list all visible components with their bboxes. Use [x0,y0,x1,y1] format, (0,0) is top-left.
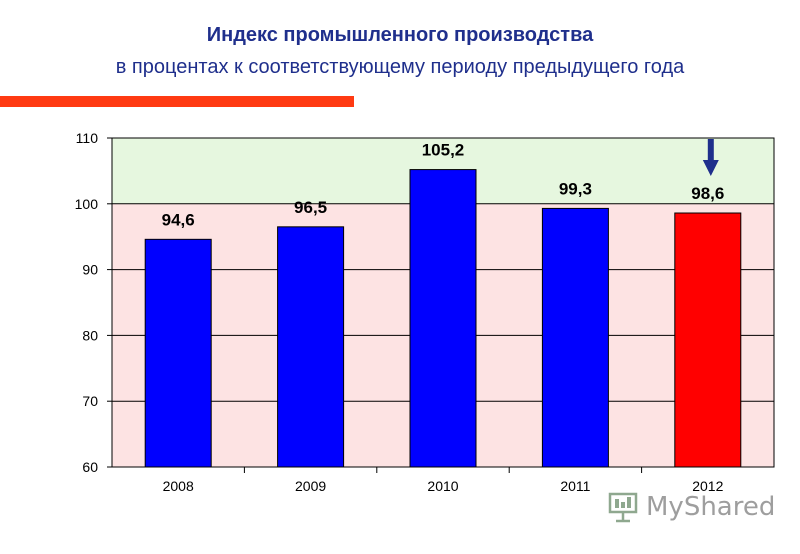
y-tick-label: 100 [75,196,99,212]
bar-2010 [409,169,477,468]
x-tick-label-2008: 2008 [163,478,194,494]
y-tick-label: 80 [82,327,98,343]
watermark: MyShared [606,490,775,524]
bar-2009 [277,226,345,468]
accent-bar [0,96,354,107]
x-tick-label-2012: 2012 [692,478,723,494]
chart-subtitle: в процентах к соответствующему периоду п… [115,56,685,78]
y-tick-label: 60 [82,459,98,475]
x-tick-label-2011: 2011 [560,478,590,494]
data-label-2011: 99,3 [559,179,592,198]
x-tick-label-2010: 2010 [427,478,458,494]
y-tick-label: 70 [82,393,98,409]
chart-title: Индекс промышленного производства [206,24,594,46]
bar-2011 [541,207,609,468]
down-arrow-icon [702,139,719,176]
bar-2012 [674,212,742,468]
watermark-text: MyShared [646,492,776,522]
bar-2008 [144,238,212,468]
presentation-board-icon [608,492,638,523]
y-tick-label: 90 [82,262,98,278]
data-label-2009: 96,5 [294,198,327,217]
y-tick-label: 110 [76,130,99,146]
x-tick-label-2009: 2009 [295,478,326,494]
data-label-2008: 94,6 [162,210,195,229]
data-label-2010: 105,2 [422,141,465,160]
data-label-2012: 98,6 [691,184,724,203]
